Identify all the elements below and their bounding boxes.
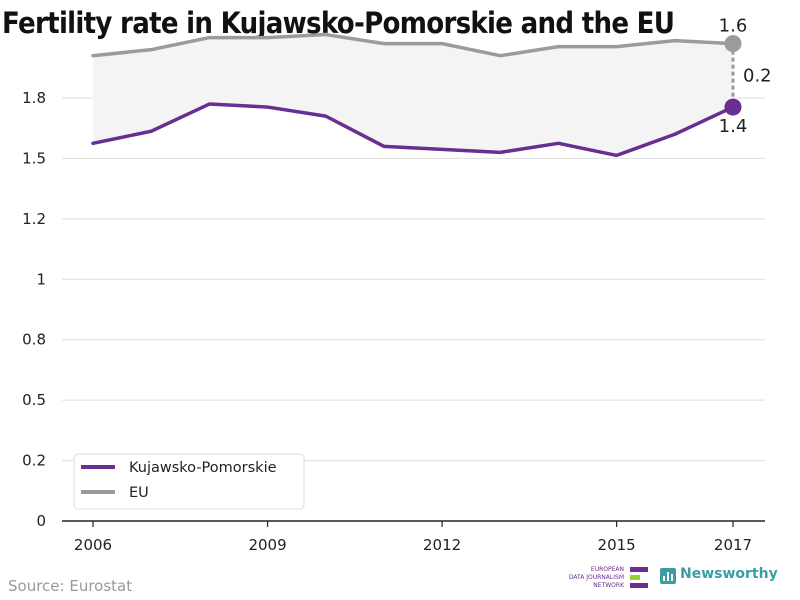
chart-title: Fertility rate in Kujawsko-Pomorskie and… xyxy=(2,6,675,40)
y-tick-label: 1.8 xyxy=(22,89,46,107)
source-note: Source: Eurostat xyxy=(8,577,133,595)
kujawsko-pomorskie-line xyxy=(91,102,735,158)
eu-end-marker xyxy=(724,35,742,53)
eu-line xyxy=(91,32,735,58)
newsworthy-label: Newsworthy xyxy=(680,566,778,582)
y-tick-label: 1 xyxy=(36,270,46,288)
y-tick-label: 1.5 xyxy=(22,149,46,167)
ejn-logo-line: DATA JOURNALISM xyxy=(568,574,624,581)
fertility-line-chart: 0 0.2 0.5 0.8 1 1.2 1.5 1.8 2006 2009 2012 2015 2017… xyxy=(22,16,772,554)
y-tick-label: 0.5 xyxy=(22,391,46,409)
y-tick-label: 0 xyxy=(36,512,46,530)
difference-label: 0.2 xyxy=(743,65,772,86)
x-tick-label: 2009 xyxy=(248,536,286,554)
legend-box xyxy=(73,453,305,510)
ejn-logo: EUROPEAN DATA JOURNALISM NETWORK xyxy=(562,566,650,590)
x-tick-label: 2006 xyxy=(74,536,112,554)
x-tick-label: 2017 xyxy=(714,536,752,554)
x-tick-label: 2012 xyxy=(423,536,461,554)
ejn-logo-line: EUROPEAN xyxy=(590,566,624,573)
ejn-logo-bar xyxy=(630,567,648,572)
y-tick-label: 0.8 xyxy=(22,331,46,349)
bar-chart-icon xyxy=(660,568,676,584)
legend-label: Kujawsko-Pomorskie xyxy=(129,460,277,476)
gap-band xyxy=(93,34,733,156)
x-tick-label: 2015 xyxy=(598,536,636,554)
ejn-logo-bar xyxy=(630,575,640,580)
region-end-label: 1.4 xyxy=(719,116,748,137)
eu-end-label: 1.6 xyxy=(719,16,748,37)
ejn-logo-bar xyxy=(630,583,648,588)
ejn-logo-line: NETWORK xyxy=(593,582,624,589)
y-tick-label: 1.2 xyxy=(22,210,46,228)
legend-label: EU xyxy=(129,485,149,501)
y-tick-label: 0.2 xyxy=(22,452,46,470)
region-end-marker xyxy=(724,98,742,116)
